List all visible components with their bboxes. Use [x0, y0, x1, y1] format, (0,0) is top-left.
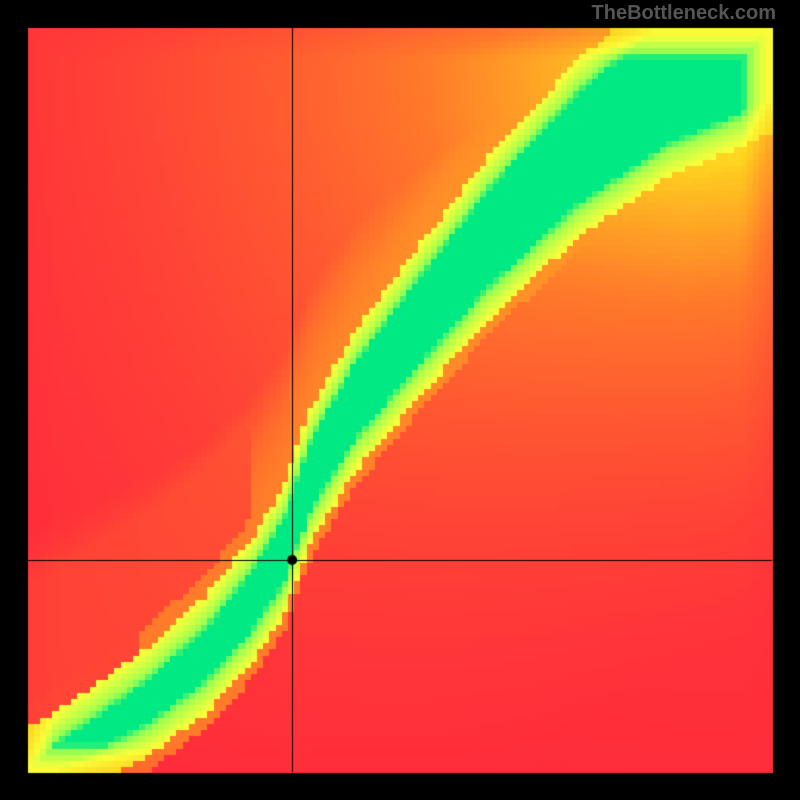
- chart-container: TheBottleneck.com: [0, 0, 800, 800]
- bottleneck-heatmap: [0, 0, 800, 800]
- watermark-text: TheBottleneck.com: [592, 2, 776, 25]
